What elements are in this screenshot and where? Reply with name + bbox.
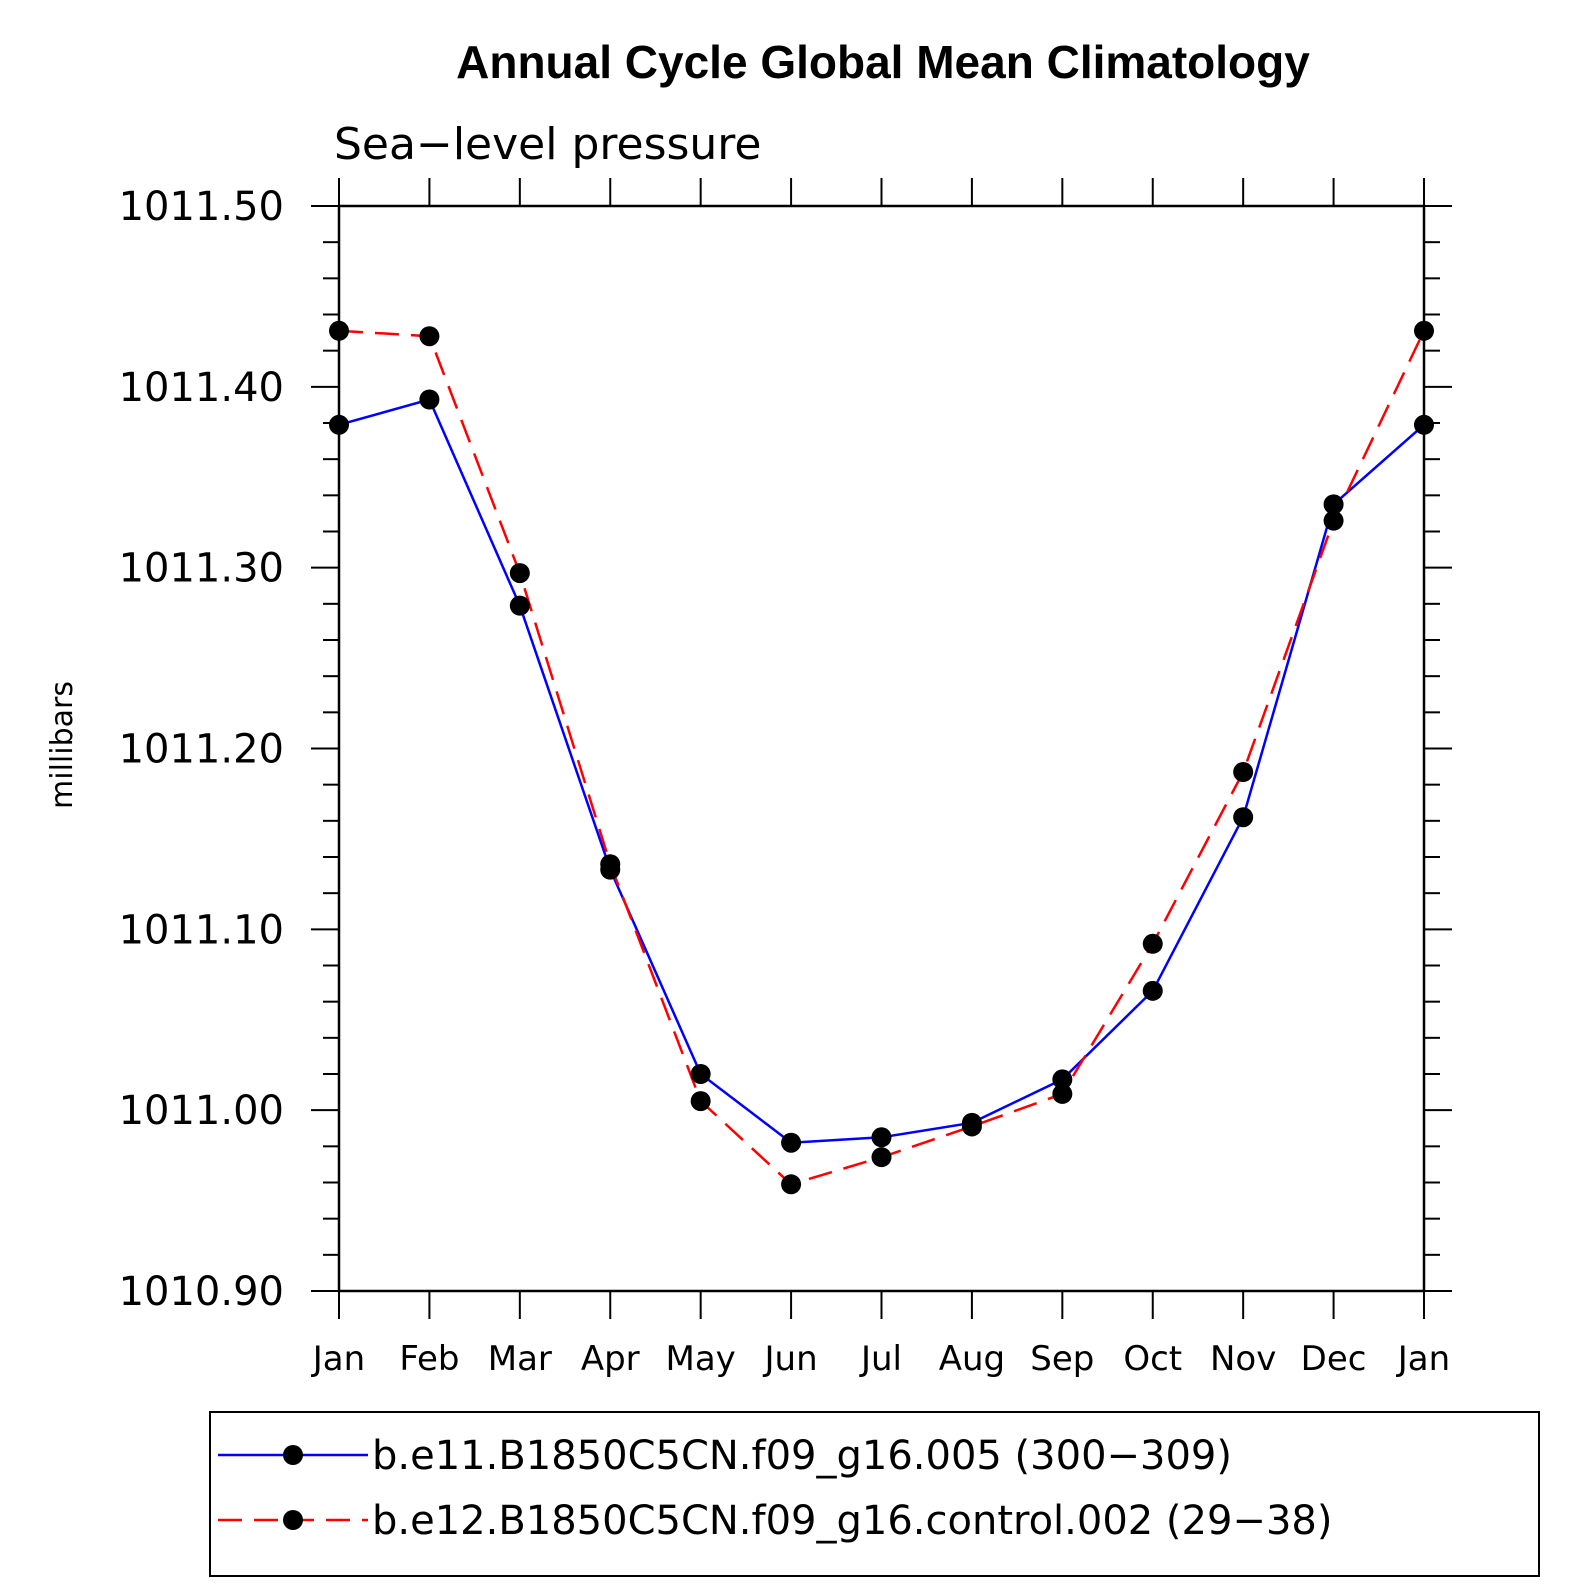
series-2-point — [329, 320, 349, 341]
y-tick-label: 1011.20 — [119, 727, 284, 773]
series-1-point — [1233, 807, 1254, 828]
series-1-point — [1142, 980, 1163, 1001]
series-1-point — [329, 414, 349, 435]
y-tick-label: 1011.10 — [119, 907, 284, 953]
x-tick-label: May — [666, 1339, 736, 1379]
x-tick-label: Oct — [1123, 1339, 1182, 1379]
plot-axes: 1010.90 1011.00 1011.10 1011.20 1011.30 1011.… — [119, 178, 1452, 1379]
series-2-point — [1233, 762, 1254, 783]
x-tick-label: Jan — [311, 1339, 365, 1379]
chart-title: Annual Cycle Global Mean Climatology — [456, 36, 1310, 88]
x-tick-label: Nov — [1210, 1339, 1276, 1379]
series-2-point — [871, 1147, 892, 1168]
legend-marker-2 — [283, 1510, 303, 1530]
x-tick-label: Feb — [399, 1339, 459, 1379]
series-1-point — [419, 389, 440, 410]
series-2-point — [1414, 320, 1434, 341]
series-1-point — [690, 1064, 711, 1084]
series-1-point — [1414, 414, 1434, 435]
series-2-point — [419, 326, 440, 347]
x-tick-label: Apr — [581, 1339, 640, 1379]
series-2-point — [600, 854, 621, 875]
x-tick-label: Jan — [1396, 1339, 1450, 1379]
x-tick-label: Jul — [859, 1339, 902, 1379]
legend: b.e11.B1850C5CN.f09_g16.005 (300−309) b.e… — [209, 1411, 1540, 1577]
x-tick-label: Dec — [1301, 1339, 1367, 1379]
legend-label-1: b.e11.B1850C5CN.f09_g16.005 (300−309) — [372, 1433, 1232, 1479]
y-tick-label: 1011.50 — [119, 184, 284, 230]
y-tick-label: 1011.30 — [119, 546, 284, 592]
series-layer — [329, 320, 1434, 1195]
legend-label-2: b.e12.B1850C5CN.f09_g16.control.002 (29−… — [372, 1498, 1332, 1544]
series-2-point — [1052, 1083, 1073, 1104]
series-1-point — [1323, 494, 1344, 515]
series-2-point — [509, 563, 530, 584]
x-tick-label: Sep — [1030, 1339, 1094, 1379]
x-tick-label: Jun — [763, 1339, 818, 1379]
series-1-point — [781, 1132, 802, 1153]
series-2-point — [1323, 510, 1344, 531]
series-2-point — [690, 1091, 711, 1112]
legend-marker-1 — [283, 1445, 303, 1465]
series-line-1 — [338, 398, 1425, 1144]
series-1-point — [509, 595, 530, 616]
series-2-point — [1142, 933, 1163, 954]
y-tick-label: 1011.40 — [119, 365, 284, 411]
series-1-point — [871, 1127, 892, 1148]
y-tick-label: 1010.90 — [119, 1269, 284, 1315]
series-1-point — [1052, 1069, 1073, 1090]
chart-subtitle: Sea−level pressure — [334, 119, 762, 170]
legend-box — [209, 1411, 1540, 1577]
x-tick-label: Mar — [488, 1339, 552, 1379]
y-axis-label: millibars — [45, 681, 80, 809]
series-2-point — [781, 1174, 802, 1195]
series-2-point — [961, 1116, 982, 1137]
y-tick-label: 1011.00 — [119, 1088, 284, 1134]
x-tick-label: Aug — [939, 1339, 1005, 1379]
